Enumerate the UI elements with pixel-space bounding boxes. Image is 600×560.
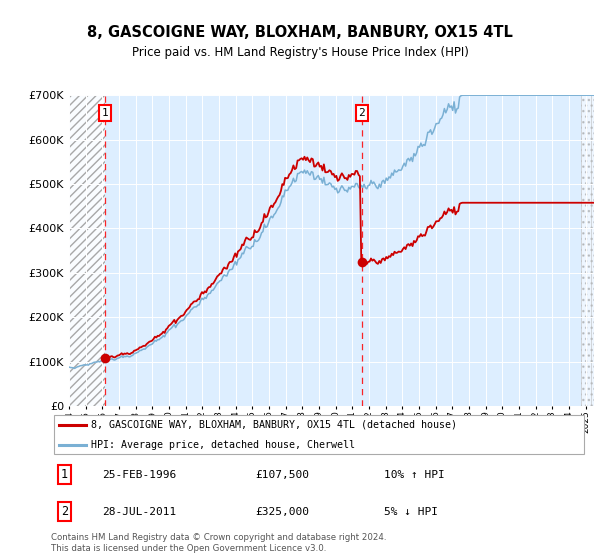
Text: Contains HM Land Registry data © Crown copyright and database right 2024.
This d: Contains HM Land Registry data © Crown c… — [51, 533, 386, 553]
Bar — [581, 95, 594, 406]
Text: 8, GASCOIGNE WAY, BLOXHAM, BANBURY, OX15 4TL: 8, GASCOIGNE WAY, BLOXHAM, BANBURY, OX15… — [87, 25, 513, 40]
Text: £325,000: £325,000 — [255, 507, 309, 517]
Text: 28-JUL-2011: 28-JUL-2011 — [102, 507, 176, 517]
Text: 10% ↑ HPI: 10% ↑ HPI — [384, 470, 445, 479]
Text: 1: 1 — [61, 468, 68, 481]
Bar — [69, 95, 105, 406]
Text: 8, GASCOIGNE WAY, BLOXHAM, BANBURY, OX15 4TL (detached house): 8, GASCOIGNE WAY, BLOXHAM, BANBURY, OX15… — [91, 419, 457, 430]
Text: 5% ↓ HPI: 5% ↓ HPI — [384, 507, 438, 517]
FancyBboxPatch shape — [53, 415, 584, 454]
Text: 1: 1 — [101, 108, 108, 118]
Text: £107,500: £107,500 — [255, 470, 309, 479]
Text: HPI: Average price, detached house, Cherwell: HPI: Average price, detached house, Cher… — [91, 441, 355, 450]
Text: 2: 2 — [358, 108, 365, 118]
Text: 25-FEB-1996: 25-FEB-1996 — [102, 470, 176, 479]
Text: Price paid vs. HM Land Registry's House Price Index (HPI): Price paid vs. HM Land Registry's House … — [131, 46, 469, 59]
Text: 2: 2 — [61, 505, 68, 518]
